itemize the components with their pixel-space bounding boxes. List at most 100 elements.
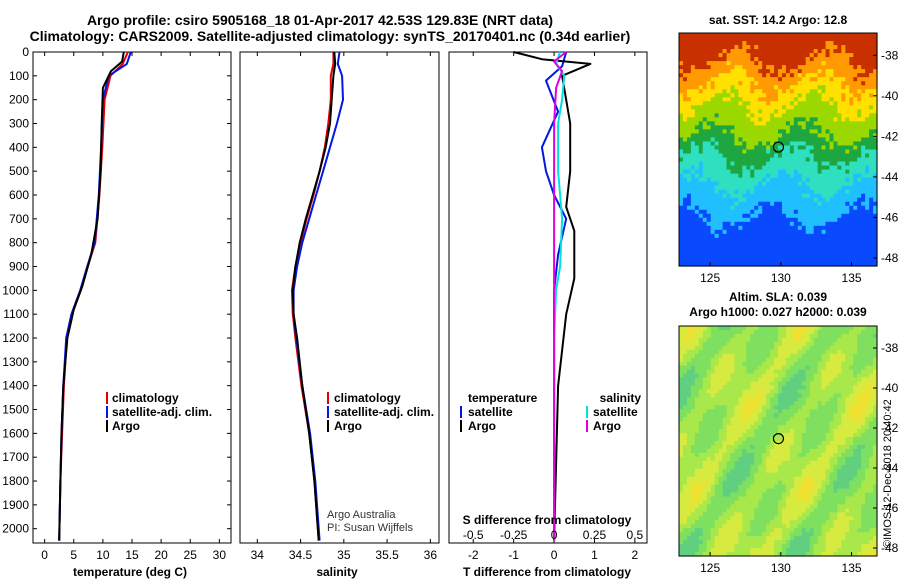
heatmap-cell [833,89,838,94]
heatmap-cell [845,129,850,135]
heatmap-cell [710,437,716,442]
heatmap-cell [801,385,807,391]
heatmap-cell [861,197,866,203]
heatmap-cell [754,249,759,255]
heatmap-cell [706,65,712,70]
heatmap-cell [865,221,870,227]
heatmap-cell [861,85,866,90]
heatmap-cell [750,105,755,110]
heatmap-cell [865,113,870,118]
heatmap-cell [702,253,708,259]
heatmap-cell [710,389,716,395]
heatmap-cell [718,389,724,395]
heatmap-cell [873,397,878,402]
heatmap-cell [785,189,791,195]
heatmap-cell [785,129,791,135]
heatmap-cell [702,249,708,255]
heatmap-cell [781,333,787,339]
heatmap-cell [801,133,807,139]
heatmap-cell [813,41,819,46]
heatmap-cell [861,189,866,195]
x-tick-label: 34 [251,548,265,562]
heatmap-cell [726,97,732,102]
heatmap-cell [750,405,755,410]
heatmap-cell [829,389,835,395]
heatmap-cell [793,237,799,243]
heatmap-cell [805,377,811,383]
heatmap-cell [734,345,739,351]
heatmap-cell [774,253,779,259]
heatmap-cell [821,209,827,215]
heatmap-cell [770,105,775,110]
heatmap-cell [679,377,684,383]
heatmap-cell [746,149,751,155]
heatmap-cell [722,249,728,255]
heatmap-cell [766,117,771,122]
heatmap-cell [754,397,759,402]
heatmap-cell [722,341,728,347]
heatmap-cell [694,353,700,359]
heatmap-cell [746,456,751,462]
heatmap-cell [746,49,751,54]
heatmap-cell [706,165,712,171]
heatmap-cell [682,393,688,398]
heatmap-cell [698,377,704,383]
heatmap-cell [821,65,827,70]
heatmap-cell [841,193,846,199]
heatmap-cell [801,145,807,151]
heatmap-cell [758,389,763,395]
heatmap-cell [679,205,684,211]
heatmap-cell [758,433,763,438]
heatmap-cell [797,165,803,171]
heatmap-cell [809,329,815,335]
heatmap-cell [781,49,787,54]
heatmap-cell [778,401,783,406]
heatmap-cell [849,373,854,379]
heatmap-cell [841,121,846,126]
heatmap-cell [857,237,862,243]
heatmap-cell [785,326,791,331]
heatmap-cell [682,97,688,102]
heatmap-cell [758,437,763,442]
heatmap-cell [793,409,799,414]
heatmap-cell [710,221,716,227]
x-tick-label: 34.5 [289,548,313,562]
heatmap-cell [679,97,684,102]
heatmap-cell [694,333,700,339]
heatmap-cell [694,456,700,462]
heatmap-cell [809,81,815,86]
heatmap-cell [861,452,866,458]
heatmap-cell [778,381,783,387]
heatmap-cell [809,217,815,223]
heatmap-cell [730,149,736,155]
heatmap-cell [690,145,696,151]
heatmap-cell [809,357,815,363]
heatmap-cell [789,65,795,70]
heatmap-cell [694,133,700,139]
heatmap-cell [829,89,835,94]
heatmap-cell [785,221,791,227]
heatmap-cell [730,113,736,118]
heatmap-cell [837,345,842,351]
heatmap-cell [714,189,720,195]
heatmap-cell [829,213,835,219]
heatmap-cell [742,69,747,74]
heatmap-cell [873,145,878,151]
heatmap-cell [770,357,775,363]
heatmap-cell [869,229,874,235]
heatmap-cell [686,405,692,410]
heatmap-cell [702,217,708,223]
heatmap-cell [778,85,783,90]
heatmap-cell [853,73,858,78]
heatmap-cell [694,433,700,438]
heatmap-cell [869,121,874,126]
heatmap-cell [706,389,712,395]
heatmap-cell [845,209,850,215]
heatmap-cell [821,429,827,434]
heatmap-cell [809,349,815,355]
heatmap-cell [698,261,704,267]
heatmap-cell [738,105,743,110]
heatmap-cell [829,393,835,398]
heatmap-cell [865,409,870,414]
heatmap-cell [821,361,827,367]
